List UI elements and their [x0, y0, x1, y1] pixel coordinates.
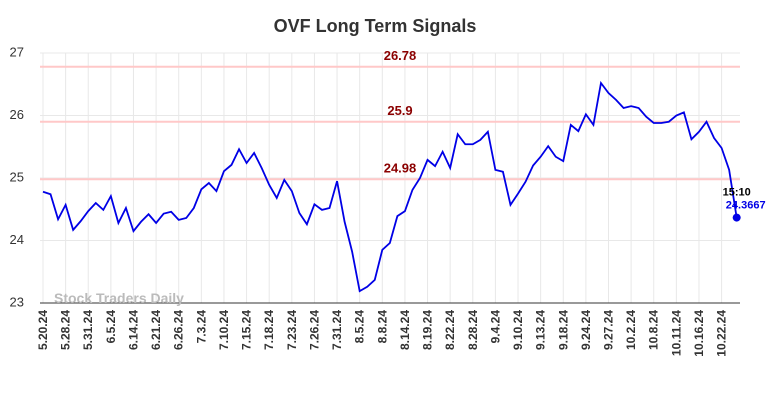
x-tick-label: 6.26.24 [172, 310, 186, 350]
reference-label: 25.9 [387, 103, 412, 118]
x-tick-label: 8.5.24 [353, 310, 367, 344]
x-tick-label: 6.21.24 [149, 310, 163, 350]
x-tick-label: 10.22.24 [715, 310, 729, 357]
x-tick-label: 9.27.24 [602, 310, 616, 350]
y-tick-label: 26 [10, 107, 24, 122]
x-tick-label: 7.18.24 [262, 310, 276, 350]
x-tick-label: 8.28.24 [466, 310, 480, 350]
series-line [42, 80, 738, 293]
x-tick-label: 7.10.24 [217, 310, 231, 350]
y-tick-label: 24 [10, 232, 24, 247]
x-tick-label: 9.24.24 [579, 310, 593, 350]
x-tick-label: 8.19.24 [421, 310, 435, 350]
x-tick-label: 10.11.24 [669, 310, 683, 356]
x-tick-label: 7.3.24 [194, 310, 208, 344]
x-tick-label: 10.2.24 [624, 310, 638, 350]
y-tick-label: 23 [10, 294, 24, 309]
last-time-label: 15:10 [723, 187, 751, 199]
x-tick-label: 7.23.24 [285, 310, 299, 350]
x-tick-label: 5.28.24 [59, 310, 73, 350]
x-tick-label: 9.13.24 [534, 310, 548, 350]
x-tick-label: 9.10.24 [511, 310, 525, 350]
reference-label: 26.78 [384, 48, 417, 63]
x-tick-label: 6.14.24 [126, 310, 140, 350]
reference-label: 24.98 [384, 160, 417, 175]
chart-title: OVF Long Term Signals [274, 16, 477, 36]
x-tick-label: 7.31.24 [330, 310, 344, 350]
x-tick-label: 10.16.24 [692, 310, 706, 357]
x-tick-label: 9.4.24 [488, 310, 502, 344]
x-tick-label: 8.14.24 [398, 310, 412, 350]
x-tick-label: 5.31.24 [81, 310, 95, 350]
y-tick-label: 25 [10, 169, 24, 184]
x-tick-label: 7.15.24 [240, 310, 254, 350]
x-tick-label: 9.18.24 [556, 310, 570, 350]
x-tick-label: 8.8.24 [375, 310, 389, 344]
last-point [732, 213, 741, 222]
watermark: Stock Traders Daily [54, 290, 184, 306]
x-tick-label: 8.22.24 [443, 310, 457, 350]
x-tick-label: 6.5.24 [104, 310, 118, 344]
y-tick-label: 27 [10, 44, 24, 59]
x-tick-label: 5.20.24 [36, 310, 50, 350]
x-tick-label: 10.8.24 [647, 310, 661, 350]
x-tick-label: 7.26.24 [307, 310, 321, 350]
last-value-label: 24.3667 [726, 200, 766, 212]
